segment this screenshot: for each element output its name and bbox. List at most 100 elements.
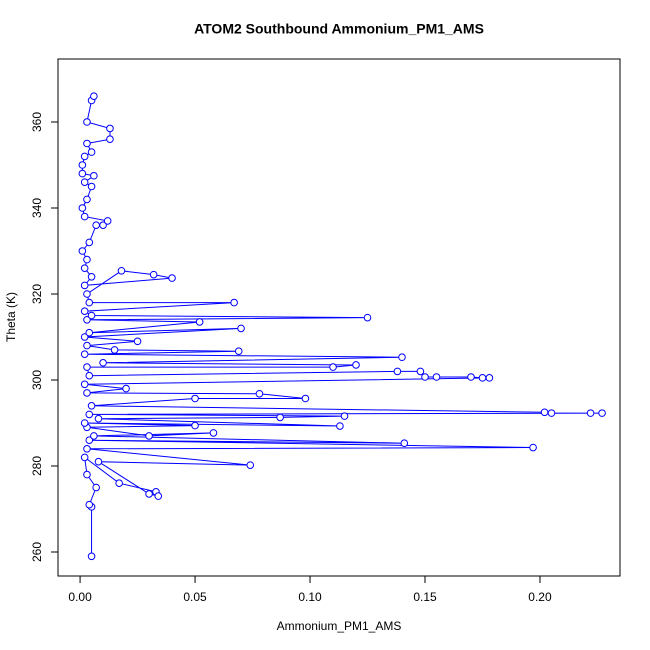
data-point bbox=[478, 374, 487, 382]
y-tick-label: 300 bbox=[30, 370, 44, 390]
data-point bbox=[80, 178, 89, 186]
data-point bbox=[80, 307, 89, 316]
data-point bbox=[83, 316, 91, 324]
x-tick-label: 0.20 bbox=[528, 590, 552, 604]
data-point bbox=[421, 373, 429, 381]
data-point bbox=[149, 270, 158, 279]
data-point bbox=[467, 373, 475, 381]
data-point bbox=[87, 552, 96, 561]
data-point bbox=[92, 483, 100, 492]
data-point bbox=[230, 298, 238, 307]
x-tick-label: 0.05 bbox=[183, 590, 207, 604]
data-point bbox=[80, 380, 89, 389]
x-axis-label: Ammonium_PM1_AMS bbox=[277, 619, 402, 633]
data-point bbox=[154, 492, 163, 500]
data-point bbox=[398, 353, 406, 362]
x-tick-label: 0.15 bbox=[413, 590, 437, 604]
data-point bbox=[83, 255, 91, 264]
data-point bbox=[80, 333, 89, 341]
data-point bbox=[80, 350, 89, 359]
data-point bbox=[78, 161, 87, 169]
data-point bbox=[540, 408, 549, 417]
data-point bbox=[83, 389, 91, 397]
chart-title: ATOM2 Southbound Ammonium_PM1_AMS bbox=[194, 21, 484, 37]
data-point bbox=[85, 410, 94, 419]
data-point bbox=[80, 281, 89, 290]
data-point bbox=[83, 195, 91, 204]
data-point bbox=[85, 238, 94, 247]
data-point bbox=[87, 148, 96, 156]
data-point bbox=[85, 328, 94, 337]
data-point bbox=[85, 500, 94, 509]
data-point bbox=[110, 346, 119, 354]
data-point bbox=[191, 394, 199, 403]
y-tick-label: 280 bbox=[30, 456, 44, 476]
data-point bbox=[85, 371, 94, 380]
data-point bbox=[92, 221, 100, 229]
data-point bbox=[209, 429, 218, 437]
data-line bbox=[81, 95, 603, 557]
data-point bbox=[78, 247, 87, 255]
data-point bbox=[85, 436, 94, 445]
data-point bbox=[336, 422, 344, 430]
data-point bbox=[432, 373, 441, 381]
data-point bbox=[85, 298, 94, 307]
data-point bbox=[168, 274, 176, 282]
y-tick-label: 360 bbox=[30, 112, 44, 132]
y-axis-label: Theta (K) bbox=[4, 292, 18, 342]
y-tick-label: 320 bbox=[30, 284, 44, 304]
data-point bbox=[276, 413, 284, 422]
data-point bbox=[485, 374, 494, 382]
data-point bbox=[115, 479, 123, 488]
data-point bbox=[301, 394, 310, 403]
data-point bbox=[122, 384, 130, 393]
data-point bbox=[99, 359, 107, 367]
data-point bbox=[246, 461, 255, 469]
data-point bbox=[80, 453, 89, 462]
data-point bbox=[352, 361, 360, 369]
data-point bbox=[80, 264, 89, 272]
data-point bbox=[529, 443, 537, 452]
data-point bbox=[255, 389, 264, 398]
data-point bbox=[87, 182, 96, 191]
x-tick-label: 0.10 bbox=[298, 590, 322, 604]
data-point bbox=[598, 409, 606, 417]
data-point bbox=[145, 432, 153, 440]
data-point bbox=[363, 313, 372, 322]
data-point bbox=[191, 421, 199, 430]
data-point bbox=[87, 272, 96, 281]
data-point bbox=[237, 324, 245, 333]
data-point bbox=[83, 470, 91, 479]
data-point bbox=[340, 412, 349, 420]
data-point bbox=[103, 217, 112, 225]
data-point bbox=[87, 402, 96, 410]
data-point bbox=[106, 135, 114, 143]
data-point bbox=[90, 92, 98, 100]
data-point bbox=[329, 363, 337, 371]
data-point bbox=[106, 124, 114, 133]
data-point bbox=[547, 409, 556, 417]
data-point bbox=[400, 439, 409, 448]
x-tick-label: 0.00 bbox=[68, 590, 92, 604]
y-tick-label: 260 bbox=[30, 542, 44, 562]
data-point bbox=[234, 347, 243, 355]
data-point bbox=[133, 337, 142, 346]
data-point bbox=[94, 457, 103, 466]
data-point bbox=[586, 409, 595, 417]
data-point bbox=[83, 341, 91, 350]
data-point bbox=[83, 363, 91, 371]
data-point bbox=[90, 432, 98, 440]
data-point bbox=[145, 490, 153, 498]
data-point bbox=[99, 221, 107, 229]
data-point bbox=[83, 290, 91, 298]
data-point bbox=[83, 445, 91, 453]
plot-frame bbox=[57, 58, 621, 577]
data-point bbox=[83, 139, 91, 148]
data-point bbox=[80, 419, 89, 427]
data-point bbox=[195, 318, 204, 326]
data-point bbox=[78, 169, 87, 178]
y-tick-label: 340 bbox=[30, 198, 44, 218]
data-point bbox=[80, 212, 89, 221]
data-point bbox=[78, 204, 87, 212]
